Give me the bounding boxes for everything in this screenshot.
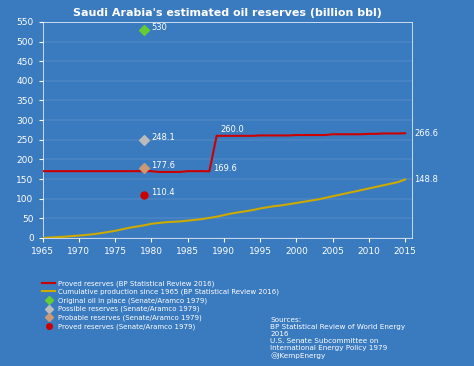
Point [140,138,148,143]
Text: 266.6: 266.6 [415,129,438,138]
Text: 110.4: 110.4 [151,187,175,197]
Point [140,27,148,33]
Text: 177.6: 177.6 [151,161,175,170]
Text: 248.1: 248.1 [151,134,175,142]
Text: Sources:
BP Statistical Review of World Energy
2016
U.S. Senate Subcommittee on
: Sources: BP Statistical Review of World … [270,317,405,359]
Text: 260.0: 260.0 [220,125,244,134]
Point [140,165,148,171]
Title: Saudi Arabia's estimated oil reserves (billion bbl): Saudi Arabia's estimated oil reserves (b… [73,8,382,18]
Text: 530: 530 [151,23,167,32]
Text: 169.6: 169.6 [213,164,237,173]
Text: 148.8: 148.8 [415,175,438,184]
Legend: Proved reserves (BP Statistical Review 2016), Cumulative production since 1965 (: Proved reserves (BP Statistical Review 2… [43,280,279,330]
Point [140,192,148,198]
